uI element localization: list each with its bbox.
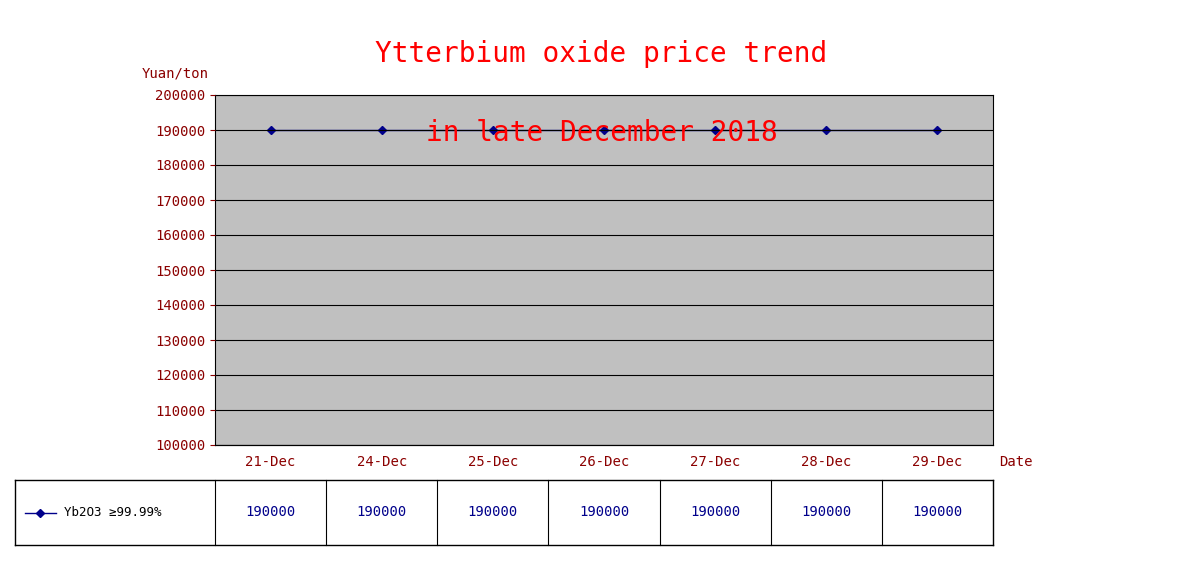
- Text: 190000: 190000: [356, 506, 407, 519]
- Text: Ytterbium oxide price trend: Ytterbium oxide price trend: [375, 40, 828, 67]
- Text: in late December 2018: in late December 2018: [426, 119, 777, 147]
- Text: 26-Dec: 26-Dec: [579, 455, 629, 469]
- Text: 27-Dec: 27-Dec: [691, 455, 740, 469]
- Text: 24-Dec: 24-Dec: [356, 455, 407, 469]
- Text: 28-Dec: 28-Dec: [801, 455, 852, 469]
- Text: Yb2O3 ≥99.99%: Yb2O3 ≥99.99%: [64, 506, 161, 519]
- Text: 190000: 190000: [912, 506, 962, 519]
- Text: Date: Date: [998, 455, 1032, 469]
- Text: 29-Dec: 29-Dec: [912, 455, 962, 469]
- Text: 190000: 190000: [579, 506, 629, 519]
- Text: 21-Dec: 21-Dec: [245, 455, 296, 469]
- Text: 190000: 190000: [245, 506, 296, 519]
- Text: Yuan/ton: Yuan/ton: [142, 67, 209, 81]
- Text: 190000: 190000: [691, 506, 740, 519]
- Text: 190000: 190000: [468, 506, 518, 519]
- Text: 190000: 190000: [801, 506, 852, 519]
- Text: 25-Dec: 25-Dec: [468, 455, 518, 469]
